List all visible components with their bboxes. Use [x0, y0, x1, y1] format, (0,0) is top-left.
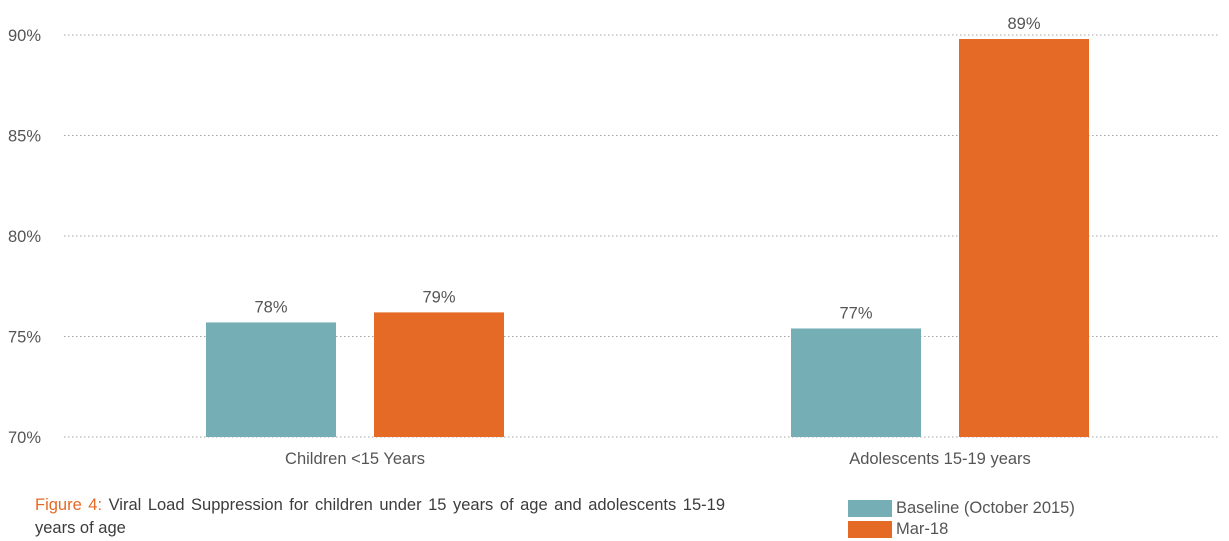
x-tick-label: Adolescents 15-19 years: [849, 450, 1031, 468]
figure-caption-text: Viral Load Suppression for children unde…: [35, 496, 725, 537]
legend-item-baseline: Baseline (October 2015): [848, 498, 1075, 519]
figure-caption-prefix: Figure 4:: [35, 496, 103, 514]
y-tick-label: 85%: [8, 128, 41, 146]
bar: [374, 312, 504, 437]
y-tick-label: 70%: [8, 429, 41, 447]
y-tick-label: 90%: [8, 27, 41, 45]
bar: [959, 39, 1089, 438]
y-tick-label: 80%: [8, 228, 41, 246]
bar: [206, 322, 336, 437]
data-label: 79%: [422, 288, 455, 306]
data-label: 77%: [839, 304, 872, 322]
bar: [791, 328, 921, 437]
data-label: 78%: [254, 298, 287, 316]
y-tick-label: 75%: [8, 329, 41, 347]
legend-label-mar18: Mar-18: [896, 520, 949, 538]
bar-chart: 70% 75% 80% 85% 90% 78% 77% 79% 89% Children <15 …: [8, 15, 1219, 468]
x-tick-label: Children <15 Years: [285, 450, 425, 468]
data-label: 89%: [1007, 15, 1040, 33]
legend-swatch-mar18: [848, 521, 892, 538]
legend-item-mar18: Mar-18: [848, 519, 1075, 540]
legend-label-baseline: Baseline (October 2015): [896, 499, 1075, 517]
figure-caption: Figure 4: Viral Load Suppression for chi…: [35, 494, 725, 540]
legend: Baseline (October 2015) Mar-18: [848, 498, 1075, 540]
legend-swatch-baseline: [848, 500, 892, 517]
